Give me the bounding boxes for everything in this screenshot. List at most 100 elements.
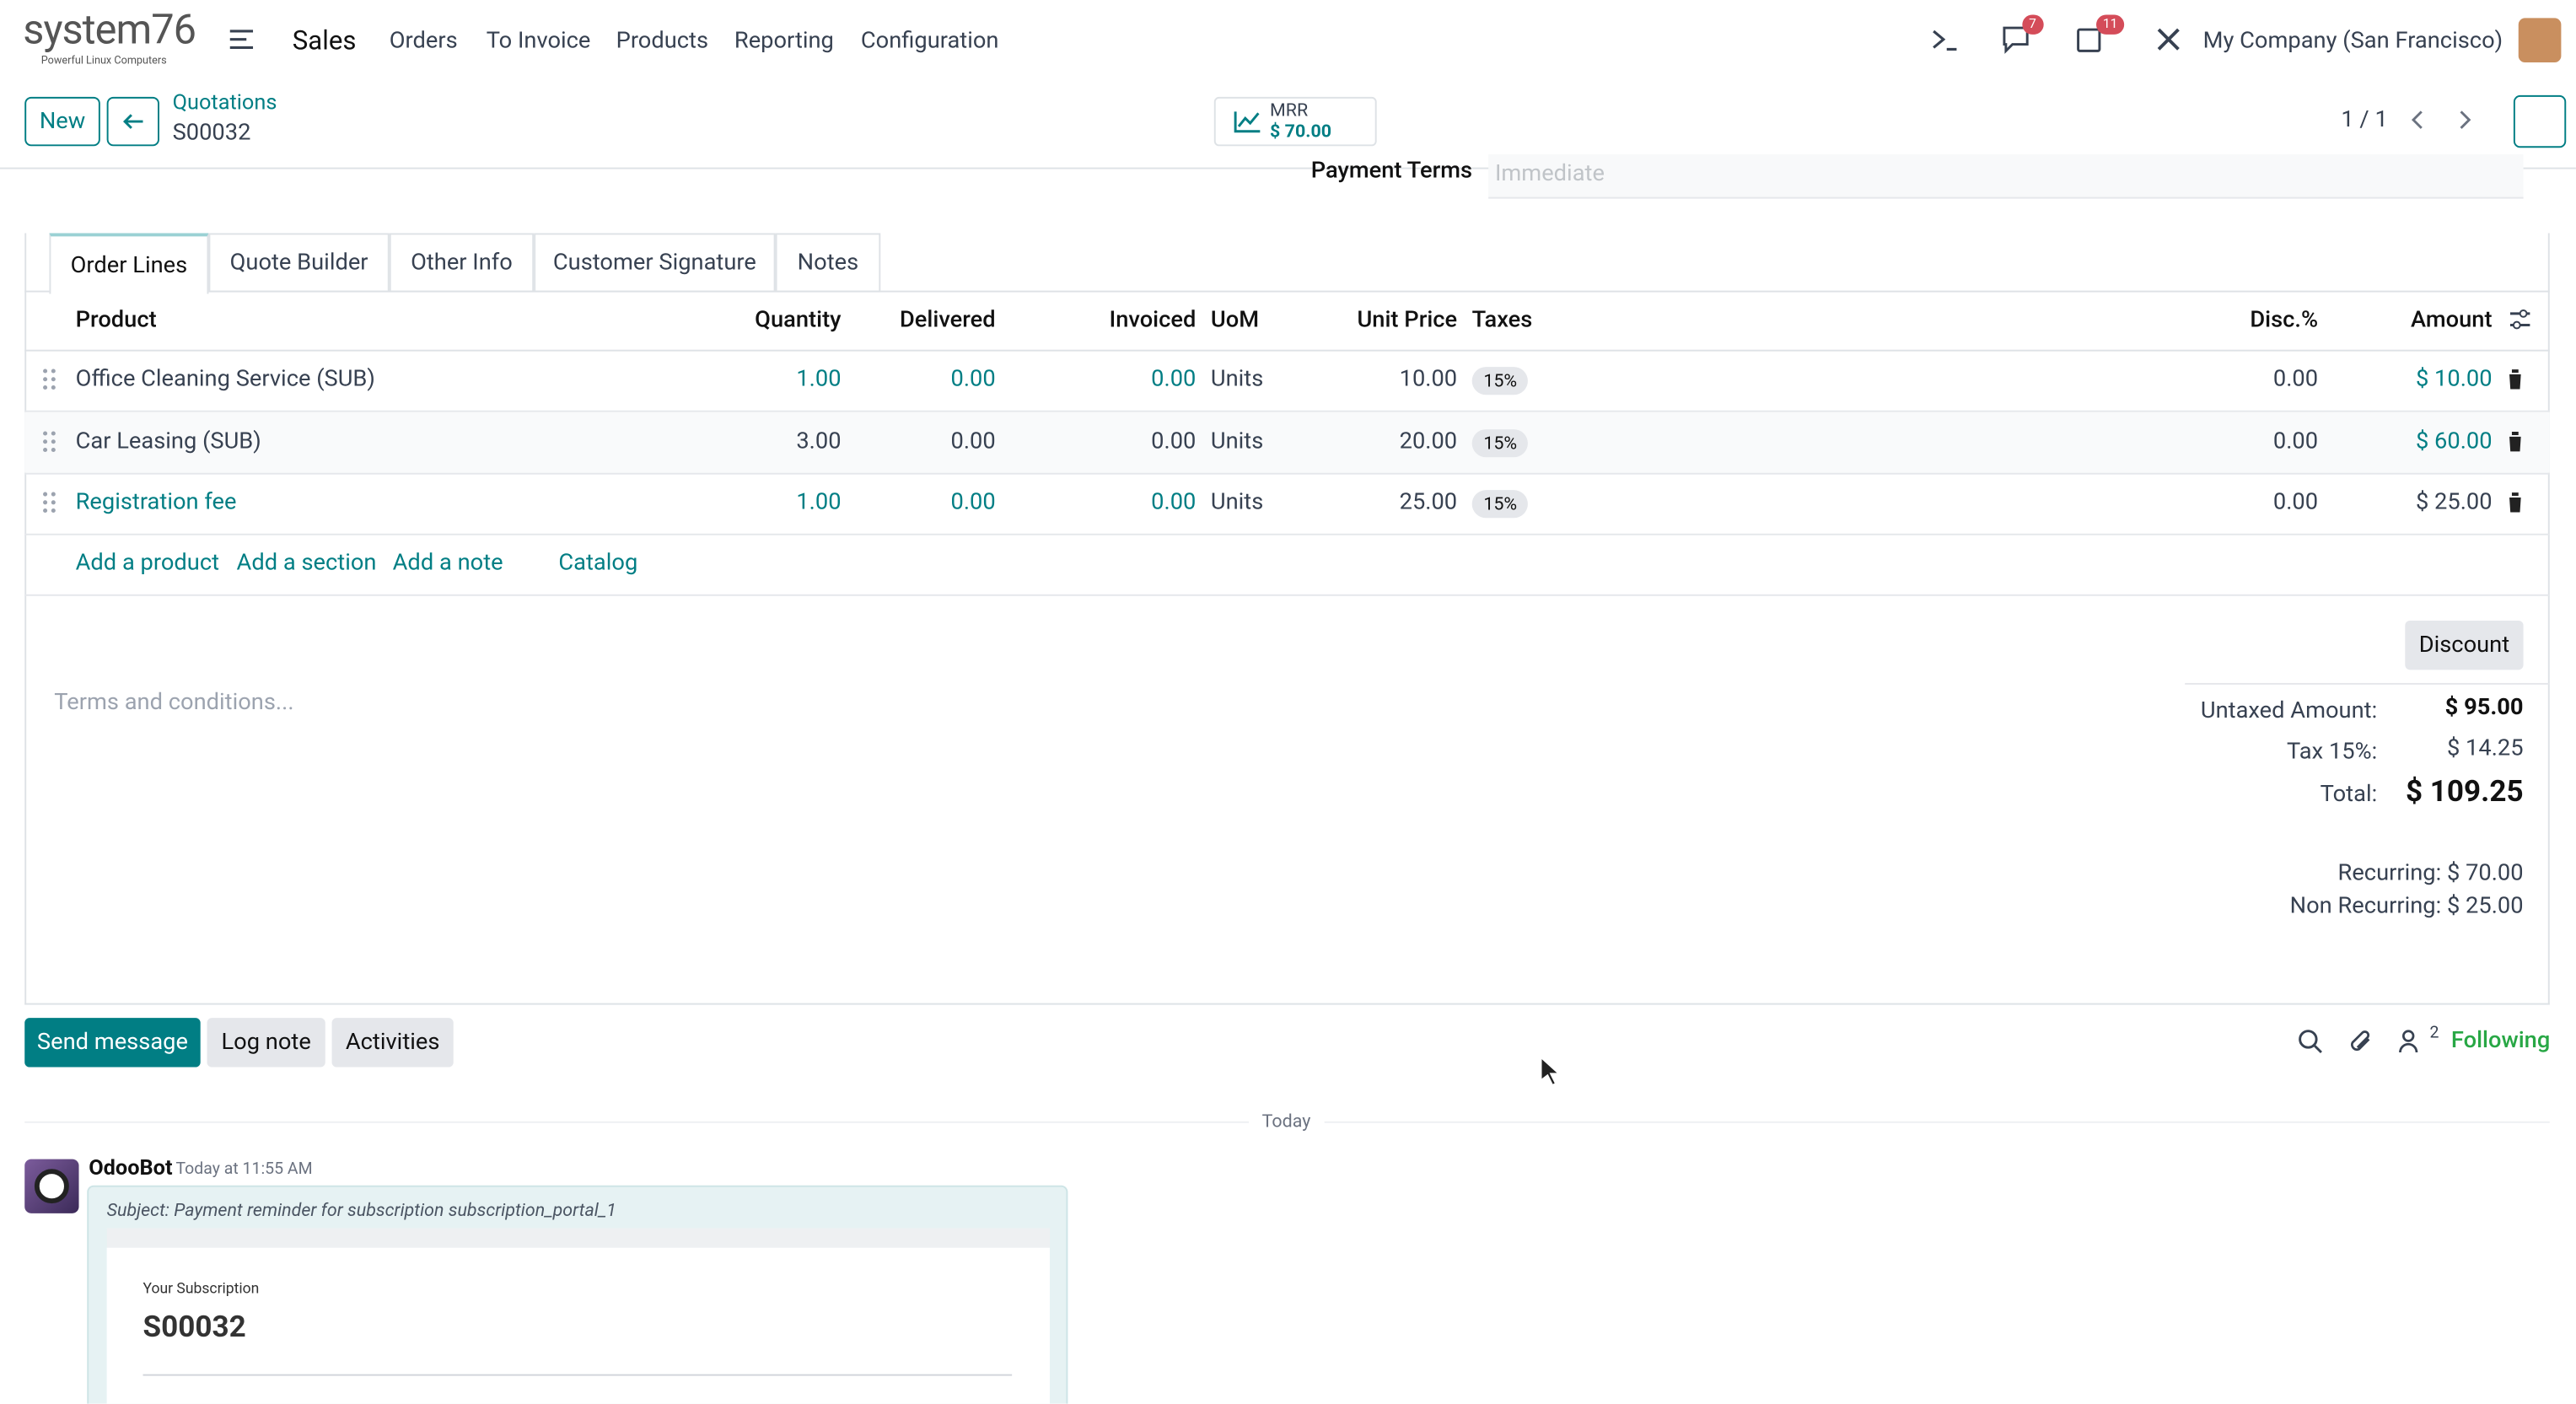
delete-icon[interactable] — [2507, 432, 2524, 452]
column-header: Disc.% — [2250, 307, 2319, 334]
menu-item[interactable]: Reporting — [734, 28, 834, 55]
cell: 10.00 — [1399, 366, 1458, 393]
divider — [0, 167, 2576, 169]
columns-toggle[interactable] — [2509, 309, 2531, 331]
delete-icon[interactable] — [2507, 369, 2524, 390]
row-line — [24, 349, 2550, 352]
product-cell[interactable]: Office Cleaning Service (SUB) — [75, 366, 375, 393]
cell: Units — [1210, 366, 1264, 393]
table-action[interactable]: Add a section — [236, 550, 377, 577]
app-name[interactable]: Sales — [292, 24, 357, 56]
company-switch[interactable]: My Company (San Francisco) — [2202, 28, 2503, 55]
badge: 11 — [2096, 14, 2125, 35]
tab[interactable]: Customer Signature — [534, 233, 776, 293]
row-stripe — [24, 412, 2550, 473]
badge: 7 — [2022, 14, 2043, 35]
followers-icon[interactable] — [2399, 1030, 2418, 1053]
tax-tag: 15% — [1471, 367, 1529, 395]
sheet — [24, 233, 2550, 1005]
delete-icon[interactable] — [2507, 492, 2524, 513]
mrr-label[interactable]: MRR — [1270, 99, 1309, 121]
terminal-icon[interactable] — [1932, 28, 1958, 51]
row-line — [24, 594, 2550, 596]
product-cell[interactable]: Registration fee — [75, 489, 237, 516]
discount-button[interactable]: Discount — [2405, 620, 2524, 670]
column-header: Taxes — [1471, 307, 1533, 334]
tools-icon[interactable] — [2157, 28, 2180, 51]
tab[interactable]: Order Lines — [49, 233, 209, 294]
breadcrumb[interactable]: Quotations — [172, 91, 277, 116]
mouse-cursor — [1540, 1055, 1562, 1087]
cell: 0.00 — [950, 428, 996, 455]
new-button[interactable]: New — [24, 96, 100, 147]
column-header: Delivered — [899, 307, 996, 334]
chatter-button[interactable]: Activities — [331, 1018, 454, 1068]
menu-item[interactable]: Products — [616, 28, 709, 55]
non-recurring: Non Recurring: $ 25.00 — [2289, 893, 2524, 920]
cell: $ 10.00 — [2415, 366, 2493, 393]
total-label: Untaxed Amount: — [2200, 697, 2378, 724]
pager-prev[interactable] — [2410, 110, 2423, 129]
payment-terms-input[interactable] — [1488, 154, 2524, 199]
menu-item[interactable]: Orders — [389, 28, 458, 55]
mail-header — [106, 1228, 1050, 1248]
following-button[interactable]: Following — [2450, 1027, 2551, 1054]
avatar-odoobot — [24, 1159, 79, 1213]
tab[interactable]: Quote Builder — [208, 233, 390, 293]
cell: $ 60.00 — [2415, 428, 2493, 455]
mrr-button[interactable] — [1213, 96, 1377, 147]
table-action[interactable]: Add a note — [392, 550, 503, 577]
drag-handle[interactable] — [43, 492, 56, 514]
column-header: UoM — [1210, 307, 1260, 334]
field-value: Immediate — [1494, 160, 1605, 187]
attach-icon[interactable] — [2349, 1030, 2372, 1052]
cell: 0.00 — [950, 489, 996, 516]
product-cell[interactable]: Car Leasing (SUB) — [75, 428, 261, 455]
cell: 0.00 — [2272, 428, 2319, 455]
chatter-button[interactable]: Send message — [24, 1018, 201, 1068]
tab[interactable]: Other Info — [389, 233, 535, 293]
total-value: $ 14.25 — [2446, 735, 2524, 762]
cell: $ 25.00 — [2415, 489, 2493, 516]
column-header: Unit Price — [1357, 307, 1458, 334]
follower-count: 2 — [2429, 1024, 2439, 1043]
pager-next[interactable] — [2460, 110, 2473, 129]
menu-icon[interactable] — [229, 30, 254, 50]
cell: 0.00 — [1151, 489, 1197, 516]
table-action[interactable]: Add a product — [75, 550, 220, 577]
grand-total: $ 109.25 — [2405, 774, 2524, 810]
drag-handle[interactable] — [43, 368, 56, 390]
table-action[interactable]: Catalog — [558, 550, 638, 577]
menu-item[interactable]: To Invoice — [486, 28, 591, 55]
tax-tag: 15% — [1471, 429, 1529, 458]
cell: 20.00 — [1399, 428, 1458, 455]
navbar — [0, 0, 2576, 83]
row-line — [24, 472, 2550, 475]
row-line — [24, 410, 2550, 412]
field-label: Payment Terms — [1310, 157, 1473, 185]
column-header: Quantity — [755, 307, 842, 334]
total-label: Tax 15%: — [2287, 739, 2378, 766]
debug-button[interactable] — [2513, 94, 2567, 148]
cell: 0.00 — [2272, 366, 2319, 393]
mrr-value[interactable]: $ 70.00 — [1270, 121, 1332, 143]
column-header: Invoiced — [1109, 307, 1197, 334]
tax-tag: 15% — [1471, 490, 1529, 519]
cell: 3.00 — [796, 428, 842, 455]
totals-line — [2185, 682, 2550, 685]
menu-item[interactable]: Configuration — [860, 28, 999, 55]
column-header: Amount — [2411, 307, 2493, 334]
drag-handle[interactable] — [43, 431, 56, 453]
terms-placeholder[interactable]: Terms and conditions... — [54, 689, 294, 716]
cell: 0.00 — [1151, 366, 1197, 393]
chatter-button[interactable]: Log note — [207, 1018, 325, 1068]
mail-body — [106, 1247, 1050, 1404]
tab[interactable]: Notes — [775, 233, 881, 293]
user-avatar[interactable] — [2518, 18, 2562, 62]
back-button[interactable] — [106, 96, 159, 147]
search-icon[interactable] — [2299, 1030, 2322, 1054]
activity-icon[interactable] — [2077, 26, 2103, 52]
cell: 0.00 — [950, 366, 996, 393]
record-name: S00032 — [172, 120, 251, 147]
message-author: OdooBot — [89, 1156, 173, 1181]
